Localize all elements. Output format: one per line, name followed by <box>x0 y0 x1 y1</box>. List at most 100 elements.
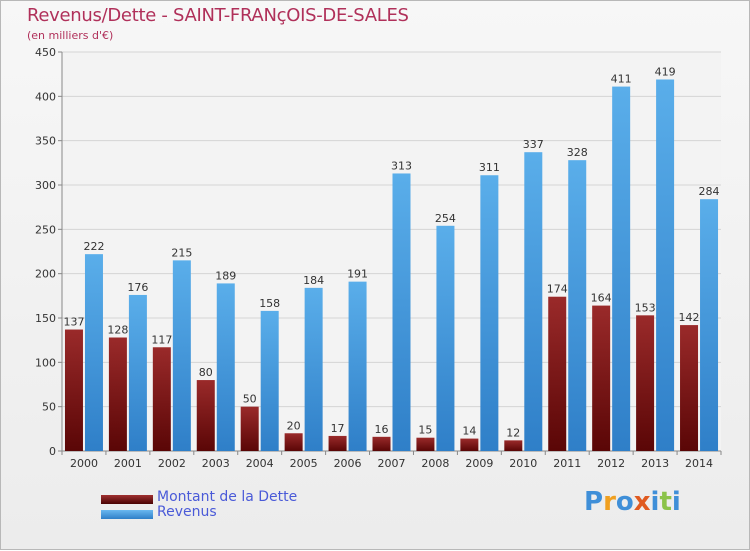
data-label-dette: 174 <box>547 283 568 296</box>
y-tick-label: 400 <box>35 90 56 103</box>
legend-swatch-dette <box>101 495 153 504</box>
x-tick-label: 2007 <box>378 457 406 470</box>
bar-revenus <box>612 86 631 451</box>
bar-dette <box>460 438 479 451</box>
data-label-dette: 142 <box>679 311 700 324</box>
x-tick-label: 2006 <box>334 457 362 470</box>
bar-dette <box>328 435 347 451</box>
data-label-revenus: 222 <box>83 240 104 253</box>
data-label-revenus: 313 <box>391 159 412 172</box>
logo-letter: o <box>615 487 634 517</box>
x-tick-label: 2002 <box>158 457 186 470</box>
logo-letter: t <box>659 487 672 517</box>
data-label-revenus: 284 <box>699 185 720 198</box>
bar-dette <box>196 380 215 451</box>
bar-dette <box>152 347 171 451</box>
data-label-dette: 128 <box>107 324 128 337</box>
data-label-revenus: 189 <box>215 269 236 282</box>
bar-dette <box>592 305 611 451</box>
x-tick-label: 2008 <box>421 457 449 470</box>
x-tick-label: 2011 <box>553 457 581 470</box>
x-tick-label: 2005 <box>290 457 318 470</box>
bar-revenus <box>348 281 367 451</box>
x-tick-label: 2009 <box>465 457 493 470</box>
bar-revenus <box>216 283 235 451</box>
x-tick-label: 2014 <box>685 457 713 470</box>
chart-subtitle: (en milliers d'€) <box>27 29 114 42</box>
data-label-revenus: 184 <box>303 274 324 287</box>
data-label-revenus: 337 <box>523 138 544 151</box>
data-label-revenus: 254 <box>435 212 456 225</box>
data-label-revenus: 158 <box>259 297 280 310</box>
logo-letter: r <box>603 487 616 517</box>
y-tick-label: 450 <box>35 46 56 59</box>
y-tick-label: 350 <box>35 135 56 148</box>
bar-revenus <box>84 254 103 451</box>
bar-revenus <box>436 225 455 451</box>
x-tick-label: 2013 <box>641 457 669 470</box>
data-label-dette: 12 <box>506 426 520 439</box>
data-label-revenus: 328 <box>567 146 588 159</box>
bar-dette <box>548 296 567 451</box>
data-label-dette: 15 <box>418 424 432 437</box>
data-label-dette: 50 <box>243 393 257 406</box>
x-tick-label: 2004 <box>246 457 274 470</box>
bar-revenus <box>568 160 587 451</box>
data-label-dette: 17 <box>331 422 345 435</box>
bar-revenus <box>480 175 499 451</box>
data-label-dette: 153 <box>635 301 656 314</box>
x-tick-label: 2000 <box>70 457 98 470</box>
y-tick-label: 150 <box>35 312 56 325</box>
bar-dette <box>372 436 391 451</box>
logo-letter: i <box>650 487 660 517</box>
x-tick-label: 2012 <box>597 457 625 470</box>
y-tick-label: 100 <box>35 356 56 369</box>
data-label-revenus: 411 <box>611 73 632 86</box>
y-tick-label: 200 <box>35 268 56 281</box>
legend-label-revenus: Revenus <box>157 504 217 520</box>
x-tick-label: 2001 <box>114 457 142 470</box>
bar-revenus <box>172 260 191 451</box>
logo-letter: x <box>633 487 651 517</box>
bar-dette <box>284 433 303 451</box>
bar-dette <box>416 437 435 451</box>
bar-dette <box>504 440 523 451</box>
y-tick-label: 250 <box>35 223 56 236</box>
bar-revenus <box>260 310 279 451</box>
chart-title: Revenus/Dette - SAINT-FRANçOIS-DE-SALES <box>27 5 409 26</box>
logo-letter: i <box>671 487 681 517</box>
data-label-revenus: 311 <box>479 161 500 174</box>
data-label-dette: 137 <box>63 316 84 329</box>
data-label-dette: 20 <box>287 419 301 432</box>
data-label-revenus: 215 <box>171 246 192 259</box>
bar-revenus <box>392 173 411 451</box>
data-label-dette: 16 <box>375 423 389 436</box>
bar-dette <box>64 329 83 451</box>
y-tick-label: 0 <box>49 445 56 458</box>
data-label-revenus: 419 <box>655 65 676 78</box>
bar-revenus <box>524 152 543 451</box>
bar-dette <box>240 406 259 451</box>
bar-revenus <box>656 79 675 451</box>
bar-dette <box>680 325 699 451</box>
data-label-revenus: 176 <box>127 281 148 294</box>
data-label-dette: 164 <box>591 292 612 305</box>
x-tick-label: 2003 <box>202 457 230 470</box>
bar-revenus <box>304 287 323 451</box>
x-tick-label: 2010 <box>509 457 537 470</box>
y-tick-label: 50 <box>42 401 56 414</box>
legend-label-dette: Montant de la Dette <box>157 489 298 505</box>
data-label-dette: 80 <box>199 366 213 379</box>
bar-dette <box>108 337 127 451</box>
data-label-dette: 14 <box>462 425 476 438</box>
proxiti-logo: Proxiti <box>584 487 681 517</box>
y-tick-label: 300 <box>35 179 56 192</box>
data-label-dette: 117 <box>151 333 172 346</box>
data-label-revenus: 191 <box>347 268 368 281</box>
bar-revenus <box>700 199 719 451</box>
logo-letter: P <box>584 487 604 517</box>
plot-area <box>62 52 721 451</box>
legend-swatch-revenus <box>101 510 153 519</box>
